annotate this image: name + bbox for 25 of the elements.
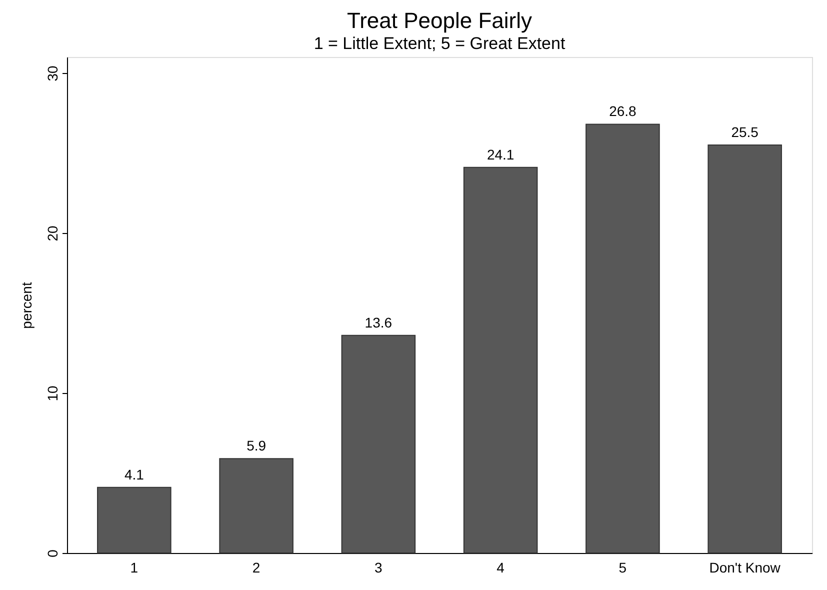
- x-tick-label: 4: [496, 560, 505, 576]
- y-tick-label: 30: [44, 66, 60, 82]
- data-label: 5.9: [246, 438, 266, 454]
- y-axis-title: percent: [18, 282, 34, 329]
- data-label: 25.5: [731, 124, 759, 140]
- chart-title: Treat People Fairly: [346, 8, 532, 33]
- x-tick-label: 1: [130, 560, 138, 576]
- x-tick-label: Don't Know: [709, 560, 782, 576]
- bar: [97, 486, 172, 554]
- x-tick-label: 3: [374, 560, 383, 576]
- x-tick-label: 5: [618, 560, 627, 576]
- y-tick-label: 20: [44, 226, 60, 242]
- bar: [219, 458, 294, 554]
- y-tick-label: 0: [44, 549, 60, 558]
- data-label: 4.1: [124, 466, 144, 482]
- bar: [708, 144, 782, 554]
- bar: [586, 124, 660, 554]
- bar: [341, 334, 416, 554]
- data-label: 24.1: [486, 146, 514, 162]
- chart-subtitle: 1 = Little Extent; 5 = Great Extent: [314, 34, 566, 53]
- data-label: 13.6: [364, 314, 392, 330]
- x-tick-label: 2: [252, 560, 260, 576]
- bar: [463, 166, 538, 554]
- data-label: 26.8: [609, 103, 637, 120]
- y-tick-label: 10: [44, 386, 60, 402]
